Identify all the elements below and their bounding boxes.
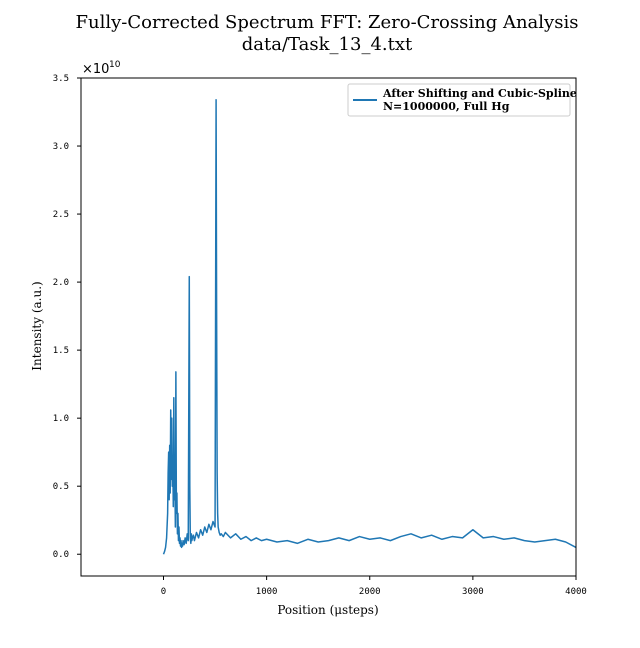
legend-box <box>347 83 571 117</box>
y-tick-label: 0.0 <box>53 550 69 560</box>
legend: After Shifting and Cubic-Spline N=100000… <box>347 83 577 117</box>
plot-area <box>162 99 577 555</box>
y-offset-base: ×10 <box>82 62 109 77</box>
x-axis-label: Position (μsteps) <box>277 603 378 617</box>
x-tick-label: 0 <box>161 587 166 597</box>
y-tick-label: 2.0 <box>53 278 69 288</box>
y-tick-label: 3.0 <box>53 142 69 152</box>
x-tick-label: 3000 <box>462 587 484 597</box>
y-tick-label: 2.5 <box>53 210 69 220</box>
y-tick-label: 1.5 <box>53 346 69 356</box>
legend-label-line-1: After Shifting and Cubic-Spline <box>382 87 577 100</box>
series-line-0 <box>162 99 577 555</box>
x-tick-label: 1000 <box>256 587 278 597</box>
y-tick-label: 0.5 <box>53 482 69 492</box>
chart-subtitle: data/Task_13_4.txt <box>242 34 413 55</box>
y-tick-label: 3.5 <box>53 74 69 84</box>
plot-frame <box>80 77 577 577</box>
y-offset-label: ×10 10 <box>82 60 121 77</box>
x-tick-label: 4000 <box>565 587 587 597</box>
chart-title: Fully-Corrected Spectrum FFT: Zero-Cross… <box>76 12 579 33</box>
legend-label-line-2: N=1000000, Full Hg <box>383 100 510 113</box>
x-axis-ticks: 0 1000 2000 3000 4000 <box>161 576 587 597</box>
y-offset-exponent: 10 <box>109 60 121 70</box>
y-tick-label: 1.0 <box>53 414 69 424</box>
x-tick-label: 2000 <box>359 587 381 597</box>
y-axis-ticks: 0.0 0.5 1.0 1.5 2.0 2.5 3.0 3.5 <box>53 74 81 560</box>
y-axis-label: Intensity (a.u.) <box>30 281 44 370</box>
